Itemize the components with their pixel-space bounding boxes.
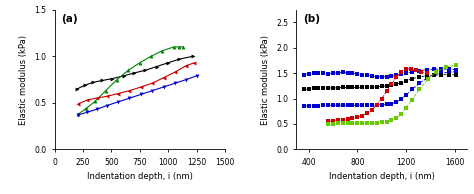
X-axis label: Indentation depth, i (nm): Indentation depth, i (nm) [329, 172, 435, 181]
Y-axis label: Elastic modulus (kPa): Elastic modulus (kPa) [19, 35, 28, 125]
Text: (a): (a) [61, 14, 78, 24]
X-axis label: Indentation depth, i (nm): Indentation depth, i (nm) [87, 172, 192, 181]
Text: (b): (b) [303, 14, 320, 24]
Y-axis label: Elastic modulus (kPa): Elastic modulus (kPa) [262, 35, 271, 125]
